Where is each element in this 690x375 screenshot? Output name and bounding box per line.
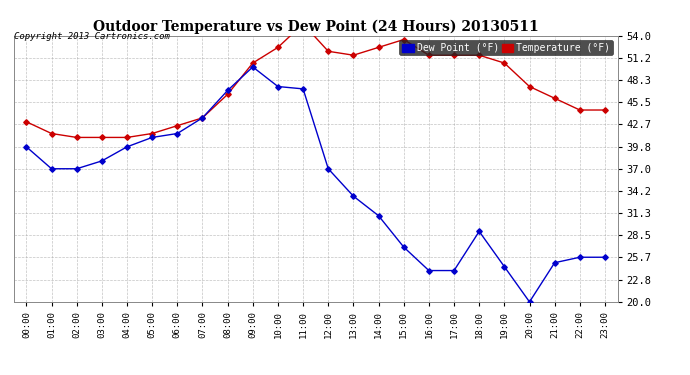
- Text: Copyright 2013 Cartronics.com: Copyright 2013 Cartronics.com: [14, 32, 170, 41]
- Title: Outdoor Temperature vs Dew Point (24 Hours) 20130511: Outdoor Temperature vs Dew Point (24 Hou…: [92, 20, 539, 34]
- Legend: Dew Point (°F), Temperature (°F): Dew Point (°F), Temperature (°F): [400, 40, 613, 56]
